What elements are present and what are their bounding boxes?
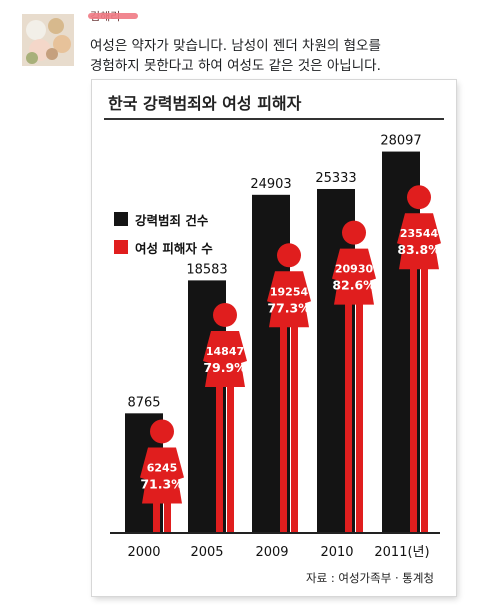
x-tick-label: 2009 — [255, 545, 288, 560]
crime-value-label: 24903 — [250, 177, 291, 192]
avatar[interactable] — [22, 14, 74, 66]
woman-leg-left — [345, 302, 352, 532]
women-percent-label: 77.3% — [267, 300, 311, 315]
author-name-redaction — [88, 13, 138, 19]
woman-body-2005 — [203, 330, 247, 387]
post-text-line: 경험하지 못한다고 하여 여성도 같은 것은 아닙니다. — [90, 58, 381, 74]
woman-leg-right — [227, 384, 234, 532]
crime-value-label: 25333 — [315, 171, 356, 186]
bar-chart: 8765 6245 71.3% 18583 14847 79.9% 24903 19254 77… — [104, 118, 444, 560]
woman-head-2005 — [213, 302, 237, 327]
women-value-label: 19254 — [270, 285, 309, 298]
chart-source: 자료 : 여성가족부 · 통계청 — [306, 571, 434, 585]
women-value-label: 14847 — [206, 345, 244, 358]
woman-body-2010 — [332, 248, 376, 305]
legend-item-women: 여성 피해자 수 — [114, 236, 213, 258]
woman-body-2009 — [267, 271, 311, 328]
x-axis-line — [110, 532, 440, 534]
woman-leg-right — [164, 501, 171, 532]
women-value-label: 23544 — [400, 227, 439, 240]
chart-title: 한국 강력범죄와 여성 피해자 — [108, 94, 302, 113]
chart-legend: 강력범죄 건수 여성 피해자 수 — [114, 208, 213, 264]
legend-label-women: 여성 피해자 수 — [135, 240, 213, 256]
crime-value-label: 28097 — [380, 134, 421, 149]
women-percent-label: 83.8% — [397, 242, 441, 257]
x-tick-label: 2005 — [190, 545, 223, 560]
woman-head-2010 — [342, 220, 366, 245]
woman-leg-left — [280, 325, 287, 532]
women-value-label: 20930 — [335, 263, 374, 276]
legend-swatch-women — [114, 240, 128, 254]
woman-leg-right — [356, 302, 363, 532]
woman-body-2011(년) — [397, 213, 441, 270]
woman-head-2000 — [150, 419, 174, 444]
woman-leg-left — [153, 501, 160, 532]
crime-value-label: 18583 — [186, 262, 227, 277]
woman-head-2009 — [277, 243, 301, 268]
women-value-label: 6245 — [147, 461, 178, 474]
legend-swatch-crime — [114, 212, 128, 226]
post-text: 여성은 약자가 맞습니다. 남성이 젠더 차원의 혐오를 경험하지 못한다고 하… — [90, 36, 450, 76]
x-tick-label: 2011(년) — [374, 545, 429, 560]
post-text-line: 여성은 약자가 맞습니다. 남성이 젠더 차원의 혐오를 — [90, 38, 381, 54]
women-percent-label: 79.9% — [203, 360, 247, 375]
x-tick-label: 2000 — [127, 545, 160, 560]
woman-leg-right — [291, 325, 298, 532]
legend-label-crime: 강력범죄 건수 — [135, 212, 209, 228]
woman-head-2011(년) — [407, 185, 431, 210]
woman-body-2000 — [140, 447, 184, 504]
woman-leg-left — [216, 384, 223, 532]
title-rule — [104, 118, 444, 120]
women-percent-label: 71.3% — [140, 476, 184, 491]
woman-leg-right — [421, 267, 428, 532]
legend-item-crime: 강력범죄 건수 — [114, 208, 213, 230]
x-tick-label: 2010 — [320, 545, 353, 560]
infographic-card[interactable]: 8765 6245 71.3% 18583 14847 79.9% 24903 19254 77… — [92, 80, 456, 596]
woman-leg-left — [410, 267, 417, 532]
post-header: 김해리 여성은 약자가 맞습니다. 남성이 젠더 차원의 혐오를 경험하지 못한… — [0, 0, 480, 80]
women-percent-label: 82.6% — [332, 278, 376, 293]
crime-value-label: 8765 — [127, 395, 160, 410]
